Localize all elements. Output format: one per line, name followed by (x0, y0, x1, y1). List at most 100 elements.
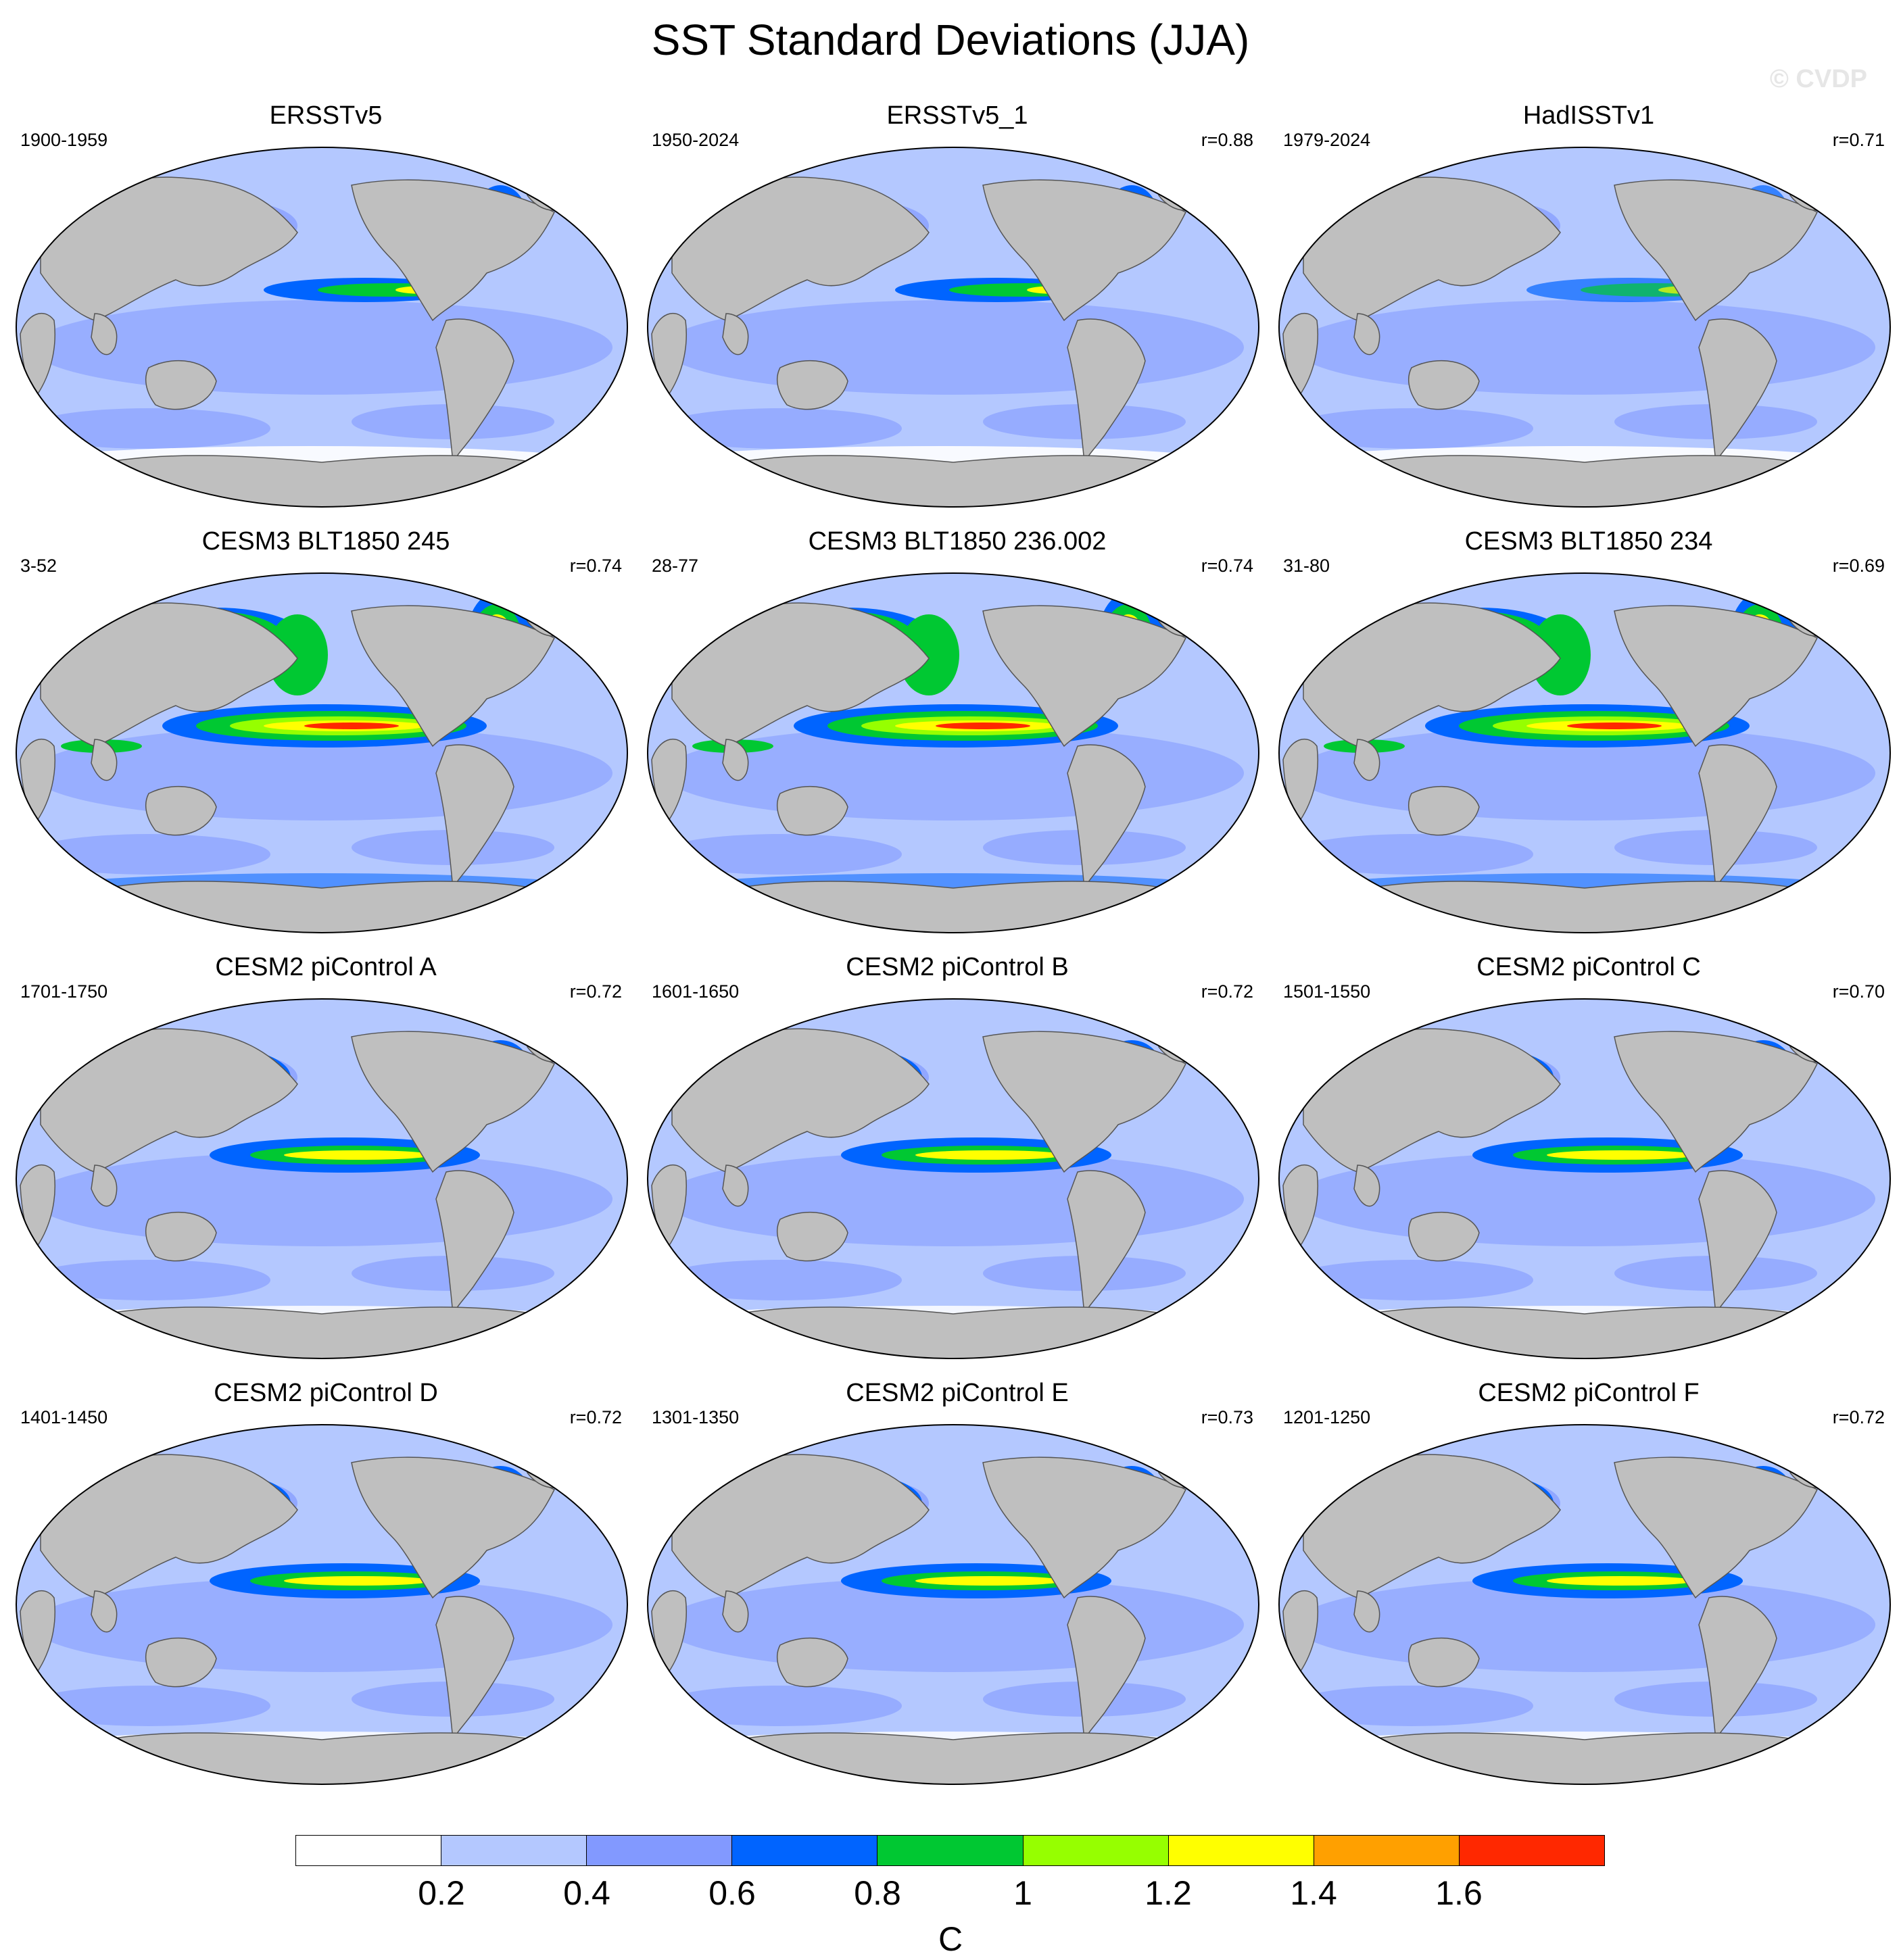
map-7 (647, 998, 1259, 1359)
map-8 (1278, 998, 1891, 1359)
map-panel: CESM3 BLT1850 245 3-52 r=0.74 (9, 527, 642, 960)
land-antarctica (73, 1306, 569, 1358)
map-panel: CESM2 piControl F 1201-1250 r=0.72 (1272, 1379, 1901, 1811)
land-india (91, 1165, 118, 1207)
land-australia (776, 1637, 848, 1688)
land-australia (1407, 1211, 1480, 1262)
colorbar-segment (587, 1836, 733, 1865)
panel-title: CESM3 BLT1850 234 (1464, 527, 1713, 556)
land-india (722, 1590, 749, 1633)
panel-title: CESM2 piControl A (215, 953, 437, 981)
panel-title: CESM2 piControl D (214, 1379, 438, 1407)
land-antarctica (1336, 1732, 1832, 1784)
map-panel: CESM2 piControl A 1701-1750 r=0.72 (9, 953, 642, 1386)
colorbar-tick-label: 0.2 (418, 1874, 465, 1912)
land-india (1353, 1165, 1380, 1207)
watermark: © CVDP (1769, 65, 1867, 93)
land-india (1353, 313, 1380, 356)
panel-period: 1301-1350 (652, 1407, 740, 1427)
land-america (351, 1456, 556, 1599)
map-panel: ERSSTv5_1 1950-2024 r=0.88 (641, 101, 1274, 534)
panel-period: 1601-1650 (652, 981, 740, 1002)
land-america (351, 605, 556, 748)
land-samerica (1698, 1596, 1777, 1742)
colorbar-segment (441, 1836, 587, 1865)
panel-correlation: r=0.74 (1201, 556, 1253, 576)
land-australia (1407, 1637, 1480, 1688)
panel-period: 3-52 (20, 556, 57, 576)
panel-correlation: r=0.72 (569, 981, 622, 1002)
land-america (982, 1031, 1187, 1173)
land-america (1614, 605, 1819, 748)
land-antarctica (1336, 1306, 1832, 1358)
land-antarctica (704, 1732, 1201, 1784)
figure-title: SST Standard Deviations (JJA) (651, 16, 1250, 64)
land-australia (776, 1211, 848, 1262)
panel-correlation: r=0.69 (1832, 556, 1885, 576)
land-samerica (1698, 1170, 1777, 1316)
panel-correlation: r=0.74 (569, 556, 622, 576)
land-samerica (1067, 1596, 1146, 1742)
panel-correlation: r=0.72 (1201, 981, 1253, 1002)
land-america (982, 1456, 1187, 1599)
map-3 (16, 572, 628, 933)
map-4 (647, 572, 1259, 933)
colorbar-segment (1314, 1836, 1460, 1865)
land-antarctica (1336, 881, 1832, 933)
map-0 (16, 147, 628, 508)
land-samerica (435, 1170, 514, 1316)
land-samerica (435, 744, 514, 890)
map-panel: CESM2 piControl D 1401-1450 r=0.72 (9, 1379, 642, 1811)
map-11 (1278, 1424, 1891, 1785)
colorbar-tick-label: 1.6 (1435, 1874, 1483, 1912)
land-india (91, 313, 118, 356)
map-5 (1278, 572, 1891, 933)
map-2 (1278, 147, 1891, 508)
land-india (91, 1590, 118, 1633)
panel-correlation: r=0.72 (569, 1407, 622, 1427)
land-samerica (1067, 1170, 1146, 1316)
colorbar-tick-label: 0.4 (563, 1874, 610, 1912)
colorbar-tick-label: 1 (1013, 1874, 1032, 1912)
panel-period: 31-80 (1283, 556, 1330, 576)
land-australia (776, 785, 848, 836)
panel-correlation: r=0.72 (1832, 1407, 1885, 1427)
land-australia (145, 1637, 217, 1688)
land-antarctica (73, 881, 569, 933)
colorbar-segment (296, 1836, 442, 1865)
map-panel: CESM2 piControl E 1301-1350 r=0.73 (641, 1379, 1274, 1811)
land-india (722, 313, 749, 356)
land-india (722, 739, 749, 781)
land-america (1614, 1031, 1819, 1173)
land-australia (145, 1211, 217, 1262)
land-india (1353, 739, 1380, 781)
land-samerica (1067, 744, 1146, 890)
land-america (982, 605, 1187, 748)
land-australia (145, 785, 217, 836)
panel-correlation: r=0.73 (1201, 1407, 1253, 1427)
land-samerica (1698, 318, 1777, 464)
land-antarctica (704, 455, 1201, 507)
panel-title: CESM2 piControl C (1476, 953, 1701, 981)
land-samerica (435, 1596, 514, 1742)
map-panel: CESM2 piControl B 1601-1650 r=0.72 (641, 953, 1274, 1386)
panel-period: 1950-2024 (652, 130, 740, 150)
map-panel: ERSSTv5 1900-1959 (9, 101, 642, 534)
panel-period: 1401-1450 (20, 1407, 108, 1427)
panel-correlation: r=0.70 (1832, 981, 1885, 1002)
land-india (1353, 1590, 1380, 1633)
panel-correlation: r=0.71 (1832, 130, 1885, 150)
land-america (1614, 179, 1819, 322)
land-samerica (435, 318, 514, 464)
land-australia (145, 360, 217, 410)
colorbar-tick-label: 0.8 (854, 1874, 901, 1912)
panel-period: 1979-2024 (1283, 130, 1371, 150)
colorbar-segment (1459, 1836, 1604, 1865)
colorbar-units: C (938, 1920, 963, 1958)
map-panel: CESM3 BLT1850 236.002 28-77 r=0.74 (641, 527, 1274, 960)
land-antarctica (1336, 455, 1832, 507)
land-samerica (1067, 318, 1146, 464)
land-america (1614, 1456, 1819, 1599)
panel-title: CESM3 BLT1850 236.002 (808, 527, 1107, 556)
panel-title: ERSSTv5 (269, 101, 383, 130)
